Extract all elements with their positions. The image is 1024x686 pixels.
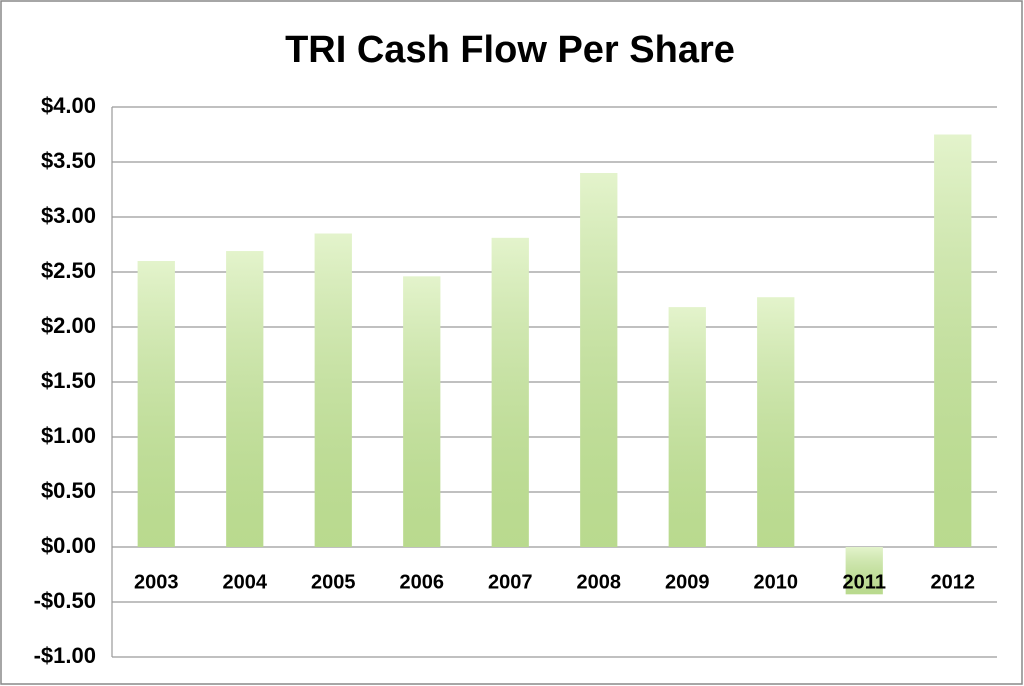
x-tick-label: 2009 <box>665 571 710 593</box>
y-tick-label: -$1.00 <box>34 643 96 668</box>
y-tick-label: $1.50 <box>41 368 96 393</box>
bar-shade <box>137 261 175 547</box>
grid <box>111 106 997 658</box>
labels: -$1.00 -$0.50 $0.00 $0.50 $1.00 $1.50 $2.00 $2.… <box>34 93 975 668</box>
bar-shade <box>668 307 706 547</box>
bar-shade <box>934 134 972 547</box>
y-tick-label: $4.00 <box>41 93 96 118</box>
y-tick-label: $2.50 <box>41 258 96 283</box>
bar-shade <box>757 297 795 547</box>
y-tick-label: $0.00 <box>41 533 96 558</box>
bars <box>137 134 972 595</box>
bar-shade <box>580 173 618 547</box>
x-tick-label: 2010 <box>754 571 799 593</box>
bar-shade <box>845 547 883 595</box>
x-tick-label: 2007 <box>488 571 533 593</box>
y-tick-label: $0.50 <box>41 478 96 503</box>
chart-title: TRI Cash Flow Per Share <box>285 29 735 71</box>
x-tick-label: 2003 <box>134 571 179 593</box>
y-tick-label: $3.50 <box>41 148 96 173</box>
y-tick-label: $3.00 <box>41 203 96 228</box>
x-tick-label: 2011 <box>843 571 886 593</box>
x-tick-label: 2004 <box>223 571 268 593</box>
y-tick-label: -$0.50 <box>34 588 96 613</box>
bar-shade <box>403 276 441 547</box>
x-tick-label: 2008 <box>577 571 622 593</box>
y-tick-label: $2.00 <box>41 313 96 338</box>
bar-shade <box>491 237 529 547</box>
y-tick-label: $1.00 <box>41 423 96 448</box>
x-tick-label: 2006 <box>400 571 445 593</box>
x-tick-label: 2012 <box>931 571 976 593</box>
x-tick-label: 2005 <box>311 571 356 593</box>
bar-shade <box>314 233 352 547</box>
bar-shade <box>226 251 264 547</box>
